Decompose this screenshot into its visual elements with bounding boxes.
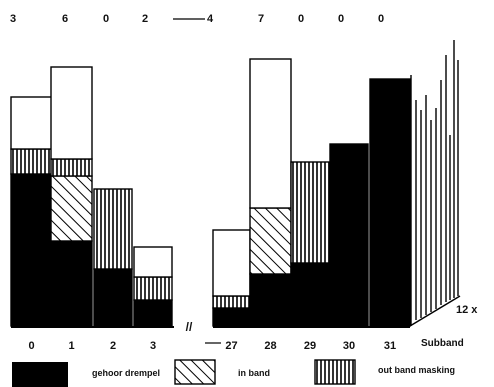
bar-segment-series-gehoor-drempel (329, 143, 369, 327)
bar-segment-series-gehoor-drempel (93, 268, 133, 327)
x-tick-label: 29 (304, 340, 316, 352)
bars (10, 58, 411, 327)
bar-segment-series-out-band-masking (133, 276, 173, 301)
bar-segment-series-open (50, 66, 93, 160)
axis-break: // (186, 320, 193, 334)
bar-segment-series-gehoor-drempel (249, 273, 292, 327)
legend-label: in band (238, 368, 270, 378)
bar-segment-series-gehoor-drempel (10, 173, 53, 327)
legend-label: gehoor drempel (92, 368, 160, 378)
x-tick-label: 31 (384, 340, 396, 352)
bar-segment-series-gehoor-drempel (369, 78, 411, 327)
bar-segment-series-gehoor-drempel (212, 307, 251, 327)
x-tick-label: 2 (110, 340, 116, 352)
top-labels: 3 6 0 2 4 7 0 0 0 (10, 13, 384, 25)
bar-segment-series-out-band-masking (290, 161, 330, 264)
top-label: 0 (338, 13, 344, 25)
bar-segment-series-open (249, 58, 292, 209)
top-label: 0 (298, 13, 304, 25)
x-tick-label: 0 (28, 340, 34, 352)
bar-segment-series-in-band (50, 175, 93, 242)
legend-label: out band masking (378, 365, 455, 375)
bar-segment-series-out-band-masking (50, 158, 93, 177)
bar-segment-series-open (212, 229, 251, 297)
top-label: 0 (103, 13, 109, 25)
x-tick-label: 30 (343, 340, 355, 352)
bar-segment-series-out-band-masking (212, 295, 251, 309)
bar-segment-series-in-band (249, 207, 292, 275)
top-label: 0 (378, 13, 384, 25)
bar-segment-series-gehoor-drempel (133, 299, 173, 327)
legend-swatch-solid (12, 362, 68, 387)
multiplier-label: 12 x (456, 304, 478, 316)
perspective-strokes (409, 40, 461, 327)
top-label: 7 (258, 13, 264, 25)
legend-swatch-vertical (314, 359, 356, 385)
x-tick-label: 27 (225, 340, 237, 352)
bar-segment-series-out-band-masking (10, 148, 53, 175)
bar-segment-series-open (10, 96, 53, 150)
x-tick-label: 3 (150, 340, 156, 352)
bar-segment-series-open (133, 246, 173, 278)
bar-segment-series-out-band-masking (93, 188, 133, 270)
legend-swatch-diagonal (174, 359, 216, 385)
x-tick-labels: 0 1 2 3 27 28 29 30 31 (28, 340, 396, 352)
top-label: 3 (10, 13, 16, 25)
top-label: 4 (207, 13, 214, 25)
x-tick-label: 28 (264, 340, 276, 352)
bar-segment-series-gehoor-drempel (290, 262, 330, 327)
bar-segment-series-gehoor-drempel (50, 240, 93, 327)
x-tick-label: 1 (68, 340, 74, 352)
axis-label: Subband (421, 338, 464, 349)
top-label: 2 (142, 13, 148, 25)
legend: gehoor drempel in band out band masking (12, 359, 455, 387)
top-label: 6 (62, 13, 68, 25)
